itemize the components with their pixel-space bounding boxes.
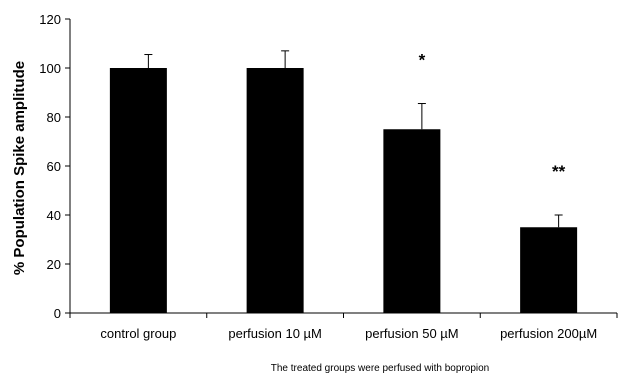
y-axis: 0 20 40 60 80 100 120	[39, 12, 71, 321]
x-tick-label: perfusion 50 µM	[365, 326, 458, 341]
x-axis: control group perfusion 10 µM perfusion 50…	[69, 312, 618, 341]
y-tick-label: 20	[47, 257, 61, 272]
y-tick-label: 0	[54, 306, 61, 321]
significance-marker: **	[552, 162, 566, 181]
bars	[109, 68, 578, 313]
bar	[383, 129, 441, 313]
x-tick-label: perfusion 10 µM	[228, 326, 321, 341]
error-bars	[144, 50, 563, 228]
y-axis-label: % Population Spike amplitude	[11, 61, 28, 275]
annotations: ***	[419, 51, 566, 181]
significance-marker: *	[419, 51, 426, 70]
x-axis-label: The treated groups were perfused with bo…	[271, 363, 489, 374]
bar	[109, 68, 167, 313]
bar	[520, 227, 578, 313]
y-tick-label: 80	[47, 110, 61, 125]
y-tick-label: 40	[47, 208, 61, 223]
y-tick-label: 120	[39, 12, 61, 27]
x-tick-label: perfusion 200µM	[500, 326, 597, 341]
y-tick-label: 100	[39, 61, 61, 76]
bar	[246, 68, 304, 313]
y-tick-label: 60	[47, 159, 61, 174]
x-tick-label: control group	[100, 326, 176, 341]
